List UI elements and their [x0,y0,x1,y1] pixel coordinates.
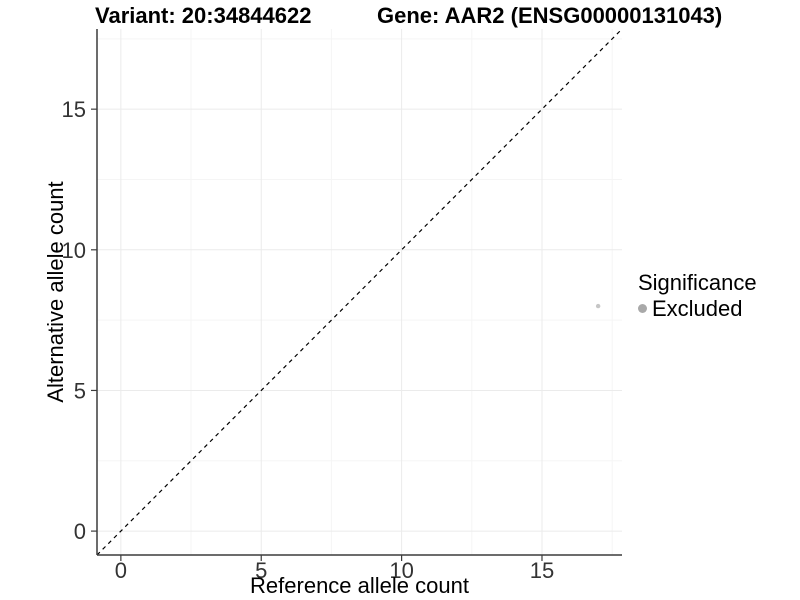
plot-title-variant: Variant: 20:34844622 [95,3,312,28]
plot-title-gene: Gene: AAR2 (ENSG00000131043) [377,3,723,28]
legend-items: Excluded [638,297,757,320]
y-tick-label: 5 [74,378,86,403]
y-tick-label: 10 [62,238,86,263]
x-tick-label: 5 [255,558,267,583]
x-tick-label: 10 [389,558,413,583]
y-tick-label: 0 [74,519,86,544]
x-tick-label: 15 [530,558,554,583]
y-tick-label: 15 [62,97,86,122]
legend-item-label: Excluded [652,296,743,322]
y-axis-title: Alternative allele count [43,181,68,403]
legend: Significance Excluded [638,271,757,320]
legend-item: Excluded [638,297,757,320]
x-tick-label: 0 [115,558,127,583]
data-point [595,303,601,309]
x-axis-title: Reference allele count [250,573,469,598]
legend-key-dot [638,304,647,314]
identity-line [96,28,623,556]
legend-title: Significance [638,270,757,295]
